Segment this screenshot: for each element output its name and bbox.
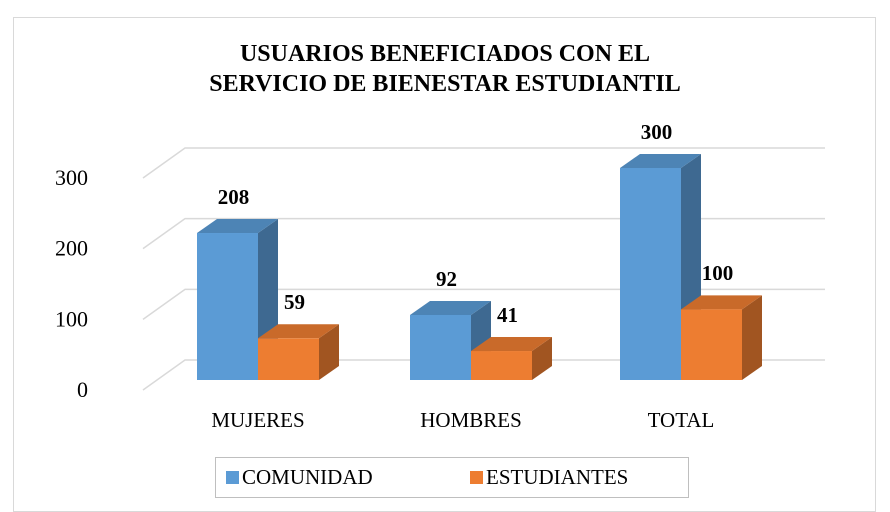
- bar: [681, 309, 742, 380]
- legend-label: COMUNIDAD: [242, 465, 373, 489]
- legend-label: ESTUDIANTES: [486, 465, 628, 489]
- chart-title: USUARIOS BENEFICIADOS CON EL SERVICIO DE …: [209, 41, 681, 97]
- x-tick-label: HOMBRES: [420, 408, 522, 432]
- grid-line: [142, 217, 825, 250]
- bar-top: [197, 219, 278, 234]
- bar-top: [620, 154, 701, 168]
- bar-top: [681, 295, 762, 310]
- x-tick-label: TOTAL: [648, 408, 715, 432]
- bar: [197, 233, 258, 380]
- bar: [471, 351, 532, 380]
- y-tick-label: 300: [55, 165, 88, 190]
- bar-side: [319, 324, 339, 380]
- bar-top: [471, 337, 552, 352]
- x-tick-label: MUJERES: [211, 408, 304, 432]
- bar-top: [410, 300, 491, 315]
- y-tick-label: 200: [55, 236, 88, 261]
- legend-box: [215, 457, 689, 498]
- data-label: 100: [702, 261, 734, 285]
- grid-line: [142, 359, 825, 391]
- bar-side: [742, 295, 762, 380]
- bar-side: [532, 337, 552, 380]
- grid-line: [142, 288, 825, 320]
- y-tick-label: 0: [77, 377, 88, 402]
- y-tick-label: 100: [55, 306, 88, 331]
- data-label: 208: [218, 185, 250, 209]
- data-label: 41: [497, 303, 518, 327]
- data-label: 59: [284, 290, 305, 314]
- grid-line: [142, 147, 825, 179]
- bar: [620, 168, 681, 380]
- data-label: 92: [436, 267, 457, 291]
- bar: [258, 338, 319, 380]
- legend-swatch: [226, 471, 239, 484]
- legend-swatch: [470, 471, 483, 484]
- bar: [410, 314, 471, 380]
- bar-top: [258, 324, 339, 339]
- data-label: 300: [641, 120, 673, 144]
- chart-border: [13, 17, 876, 512]
